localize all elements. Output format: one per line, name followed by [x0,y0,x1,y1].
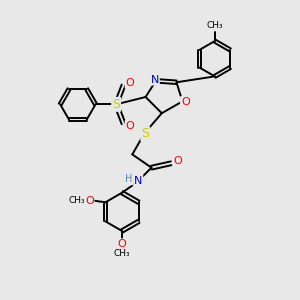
Text: O: O [181,97,190,107]
Text: O: O [118,239,126,249]
Text: O: O [126,121,134,131]
Text: N: N [134,176,142,186]
Text: O: O [126,78,134,88]
Text: CH₃: CH₃ [114,249,130,258]
Text: H: H [125,174,132,184]
Text: O: O [85,196,94,206]
Text: CH₃: CH₃ [69,196,85,205]
Text: O: O [173,156,182,166]
Text: S: S [141,127,149,140]
Text: CH₃: CH₃ [206,21,223,30]
Text: S: S [112,98,120,111]
Text: N: N [151,75,159,85]
